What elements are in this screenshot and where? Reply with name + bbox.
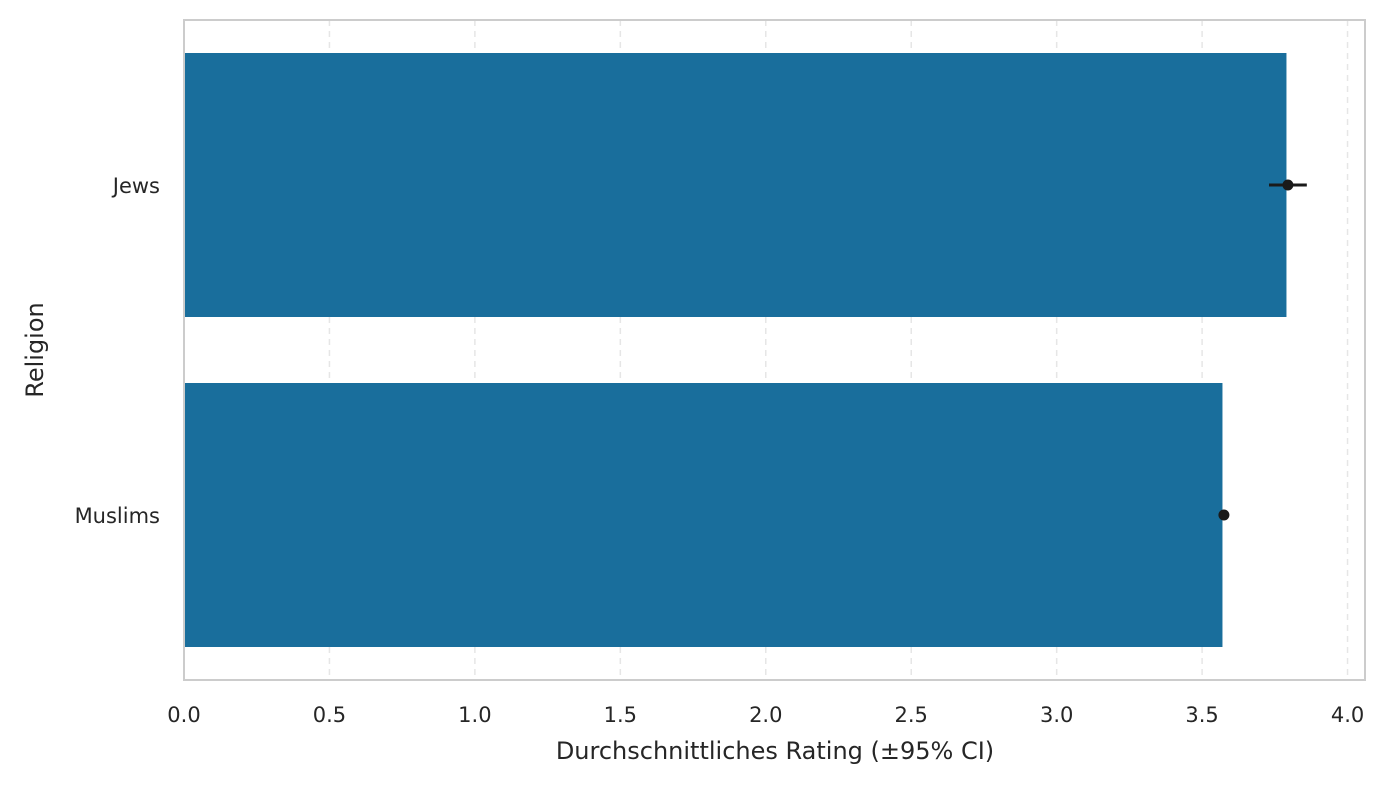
x-tick-label: 4.0 — [1331, 703, 1364, 727]
x-tick-label: 0.5 — [313, 703, 346, 727]
bar-muslims — [184, 383, 1223, 647]
x-tick-labels: 0.0 0.5 1.0 1.5 2.0 2.5 3.0 3.5 4.0 — [167, 703, 1364, 727]
x-tick-label: 1.5 — [604, 703, 637, 727]
x-tick-label: 3.0 — [1040, 703, 1073, 727]
errorbar-point-jews — [1282, 179, 1294, 191]
x-tick-label: 1.0 — [458, 703, 491, 727]
bars — [184, 53, 1287, 647]
bar-jews — [184, 53, 1287, 317]
x-tick-label: 2.5 — [895, 703, 928, 727]
y-tick-label: Muslims — [75, 504, 160, 528]
y-tick-label: Jews — [111, 174, 160, 198]
errorbar-point-muslims — [1218, 509, 1230, 521]
error-bars — [1218, 179, 1307, 521]
y-tick-labels: Jews Muslims — [75, 174, 160, 528]
x-tick-label: 3.5 — [1185, 703, 1218, 727]
plot-frame — [183, 19, 1366, 681]
y-axis-title: Religion — [21, 302, 49, 398]
x-axis-title: Durchschnittliches Rating (±95% CI) — [556, 737, 994, 765]
x-tick-label: 2.0 — [749, 703, 782, 727]
x-tick-label: 0.0 — [167, 703, 200, 727]
